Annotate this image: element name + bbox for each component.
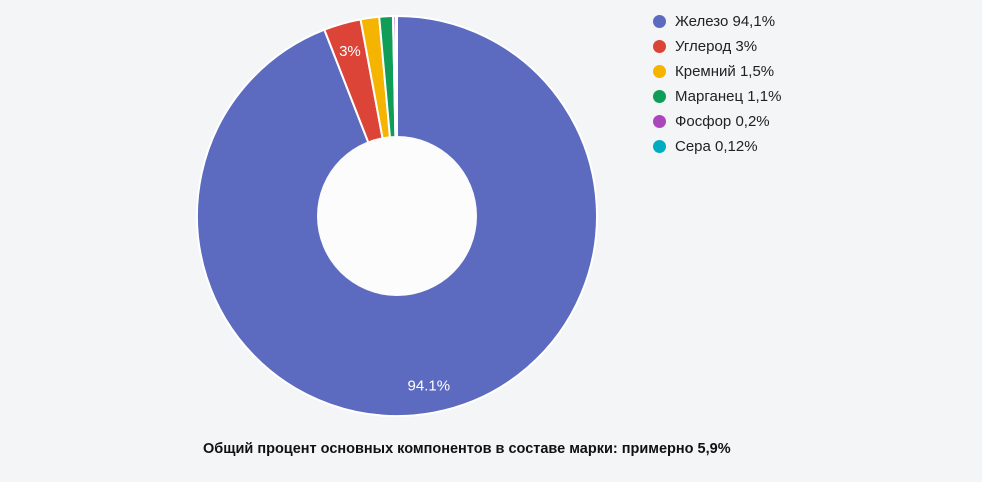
legend-label: Кремний 1,5% bbox=[675, 63, 775, 80]
legend-item-Углерод: Углерод 3% bbox=[653, 34, 781, 59]
legend-label: Марганец 1,1% bbox=[675, 88, 782, 105]
legend-label: Сера 0,12% bbox=[675, 138, 758, 155]
legend-label: Фосфор 0,2% bbox=[675, 113, 770, 130]
legend-label: Углерод 3% bbox=[675, 38, 758, 55]
slice-label-Углерод: 3% bbox=[339, 43, 361, 60]
legend-item-Фосфор: Фосфор 0,2% bbox=[653, 109, 781, 134]
legend-item-Железо: Железо 94,1% bbox=[653, 9, 781, 34]
legend-label: Железо 94,1% bbox=[675, 13, 776, 30]
legend-item-Марганец: Марганец 1,1% bbox=[653, 84, 781, 109]
legend-item-Сера: Сера 0,12% bbox=[653, 134, 781, 159]
legend-item-Кремний: Кремний 1,5% bbox=[653, 59, 781, 84]
legend-swatch-icon bbox=[653, 40, 666, 53]
donut-hole bbox=[317, 136, 477, 296]
donut-chart: 94.1% 3% bbox=[195, 14, 599, 418]
donut-chart-svg: 94.1% 3% bbox=[196, 14, 598, 417]
slice-label-Железо: 94.1% bbox=[408, 377, 451, 394]
legend-swatch-icon bbox=[653, 15, 666, 28]
legend-swatch-icon bbox=[653, 115, 666, 128]
legend-swatch-icon bbox=[653, 140, 666, 153]
chart-caption: Общий процент основных компонентов в сос… bbox=[203, 441, 731, 457]
legend-swatch-icon bbox=[653, 90, 666, 103]
legend-swatch-icon bbox=[653, 65, 666, 78]
chart-legend: Железо 94,1% Углерод 3% Кремний 1,5% Марган… bbox=[653, 9, 781, 159]
